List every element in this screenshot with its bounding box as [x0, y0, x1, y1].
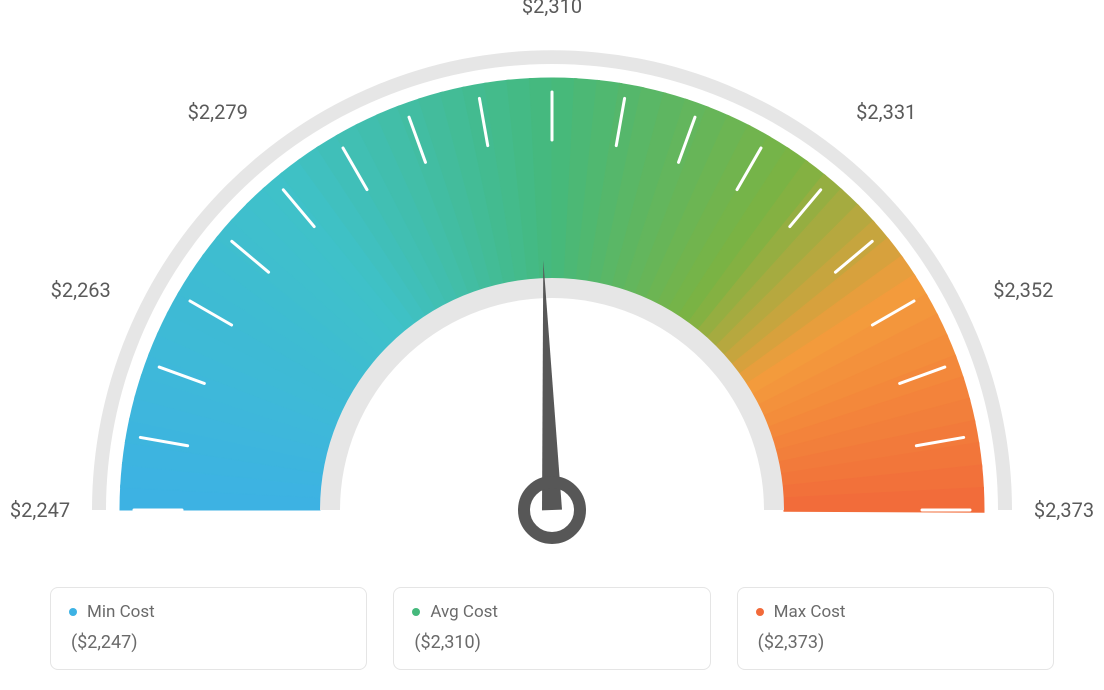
legend-label-max: Max Cost: [774, 602, 846, 622]
legend-dot-avg: [412, 608, 420, 616]
legend-label-avg: Avg Cost: [430, 602, 498, 622]
gauge-svg: [0, 0, 1104, 560]
legend-top: Max Cost: [756, 602, 1035, 622]
gauge-tick-label: $2,352: [993, 278, 1053, 302]
legend-dot-max: [756, 608, 764, 616]
legend-top: Min Cost: [69, 602, 348, 622]
gauge-tick-label: $2,331: [856, 100, 916, 124]
legend-value-max: ($2,373): [756, 632, 1035, 653]
legend-card-min: Min Cost ($2,247): [50, 587, 367, 670]
gauge-tick-label: $2,263: [51, 278, 111, 302]
legend-card-max: Max Cost ($2,373): [737, 587, 1054, 670]
legend-card-avg: Avg Cost ($2,310): [393, 587, 710, 670]
legend-row: Min Cost ($2,247) Avg Cost ($2,310) Max …: [50, 587, 1054, 670]
gauge-tick-label: $2,279: [188, 100, 248, 124]
legend-label-min: Min Cost: [87, 602, 155, 622]
gauge-chart: $2,247 $2,263 $2,279 $2,310 $2,331 $2,352 $2,3…: [0, 0, 1104, 560]
legend-dot-min: [69, 608, 77, 616]
gauge-tick-label: $2,373: [1034, 498, 1094, 522]
gauge-needle: [524, 260, 580, 538]
gauge-tick-label: $2,310: [522, 0, 582, 18]
legend-value-avg: ($2,310): [412, 632, 691, 653]
legend-value-min: ($2,247): [69, 632, 348, 653]
legend-top: Avg Cost: [412, 602, 691, 622]
gauge-tick-label: $2,247: [10, 498, 70, 522]
